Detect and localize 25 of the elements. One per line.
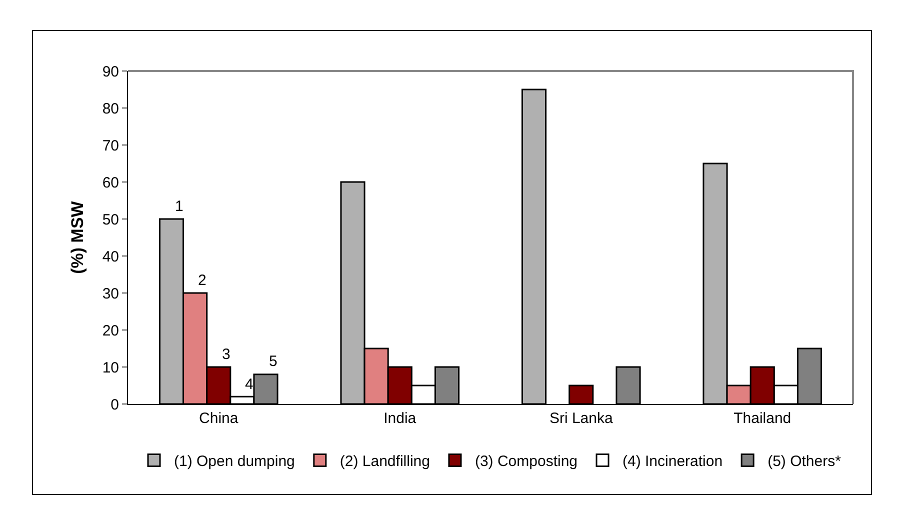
y-tick-label: 50 bbox=[102, 211, 119, 228]
y-tick-label: 60 bbox=[102, 174, 119, 192]
y-tick-label: 30 bbox=[102, 285, 119, 302]
annotation: 1 bbox=[175, 198, 184, 215]
x-tick-label: China bbox=[199, 410, 239, 427]
annotation: 3 bbox=[222, 346, 230, 363]
annotation: 4 bbox=[245, 376, 254, 393]
y-tick-label: 70 bbox=[102, 137, 119, 154]
y-axis-title: (%) MSW bbox=[68, 200, 87, 274]
annotation: 2 bbox=[198, 272, 206, 289]
y-tick-label: 10 bbox=[102, 359, 119, 376]
annotation: 5 bbox=[269, 353, 278, 370]
legend-label: (4) Incineration bbox=[622, 453, 723, 470]
legend-label: (2) Landfilling bbox=[340, 453, 430, 470]
y-tick-label: 90 bbox=[102, 63, 119, 80]
y-tick-label: 40 bbox=[102, 248, 119, 266]
x-tick-label: India bbox=[384, 410, 417, 427]
x-tick-label: Thailand bbox=[734, 410, 792, 427]
y-tick-label: 0 bbox=[110, 396, 119, 414]
legend-label: (3) Composting bbox=[474, 453, 578, 470]
y-tick-label: 80 bbox=[102, 100, 119, 118]
legend-label: (5) Others* bbox=[768, 453, 842, 470]
y-tick-label: 20 bbox=[102, 322, 119, 340]
legend-label: (1) Open dumping bbox=[174, 453, 295, 470]
x-tick-label: Sri Lanka bbox=[549, 410, 614, 427]
